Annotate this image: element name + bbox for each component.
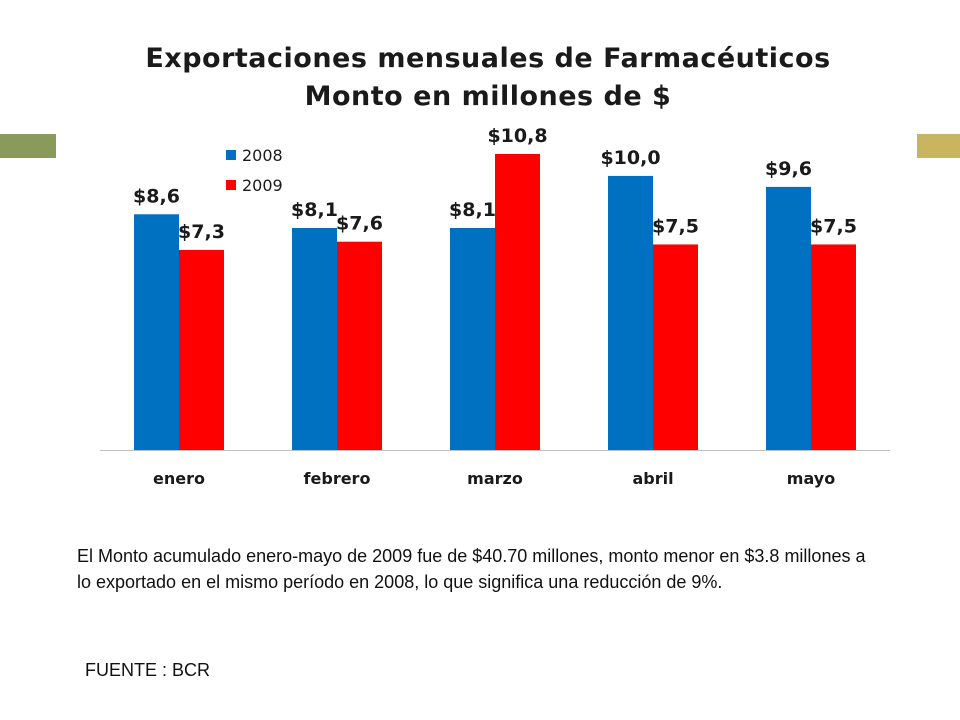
data-label-2009-febrero: $7,6 (336, 213, 383, 235)
data-label-2008-abril: $10,0 (600, 147, 660, 169)
bar-2008-febrero (292, 228, 337, 450)
x-tick-label-marzo: marzo (467, 469, 523, 488)
x-tick-label-febrero: febrero (304, 469, 371, 488)
data-label-2009-marzo: $10,8 (487, 125, 547, 147)
data-label-2009-mayo: $7,5 (810, 215, 857, 237)
bar-2008-marzo (450, 228, 495, 450)
data-label-2009-enero: $7,3 (178, 221, 225, 243)
legend-swatch-2008 (226, 150, 236, 160)
bar-2008-mayo (766, 186, 811, 450)
bar-2009-marzo (495, 154, 540, 450)
legend-swatch-2009 (226, 180, 236, 190)
summary-note: El Monto acumulado enero-mayo de 2009 fu… (77, 546, 866, 592)
x-tick-label-abril: abril (632, 469, 673, 488)
bar-2009-enero (179, 249, 224, 450)
bar-2008-enero (134, 214, 179, 450)
x-tick-label-mayo: mayo (787, 469, 835, 488)
bar-2009-febrero (337, 241, 382, 450)
chart-title-block: Exportaciones mensuales de Farmacéuticos… (0, 40, 960, 116)
data-label-2009-abril: $7,5 (652, 215, 699, 237)
bar-2008-abril (608, 175, 653, 451)
chart-title: Exportaciones mensuales de Farmacéuticos (145, 43, 831, 74)
data-label-2008-mayo: $9,6 (765, 158, 812, 180)
accent-bar-left (0, 134, 56, 158)
legend-label-2008: 2008 (242, 146, 283, 165)
bar-2009-mayo (811, 244, 856, 450)
source-note: FUENTE : BCR (85, 660, 211, 680)
x-tick-label-enero: enero (153, 469, 205, 488)
accent-bar-right (917, 134, 960, 158)
data-label-2008-marzo: $8,1 (449, 199, 496, 221)
legend-label-2009: 2009 (242, 176, 283, 195)
bar-2009-abril (653, 244, 698, 450)
chart-subtitle: Monto en millones de $ (304, 81, 672, 112)
data-label-2008-febrero: $8,1 (291, 199, 338, 221)
data-label-2008-enero: $8,6 (133, 185, 180, 207)
